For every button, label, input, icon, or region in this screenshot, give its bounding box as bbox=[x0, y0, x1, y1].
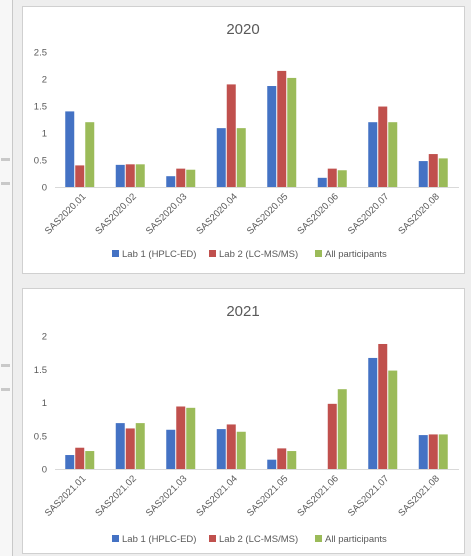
legend-entry: Lab 1 (HPLC-ED) bbox=[122, 534, 196, 545]
x-tick-label: SAS2020.01 bbox=[43, 191, 89, 237]
background-mark bbox=[1, 158, 10, 161]
chart-2020-panel[interactable]: 2020 0 0.5 1 1.5 2 2.5 SAS2020.01 SAS2020.02 SAS2… bbox=[22, 6, 465, 274]
y-tick-label: 0 bbox=[42, 183, 47, 194]
bar bbox=[438, 158, 448, 187]
bar bbox=[125, 164, 135, 187]
bar bbox=[267, 86, 277, 187]
bar bbox=[378, 343, 388, 469]
x-tick-label: SAS2021.05 bbox=[245, 473, 291, 519]
bar bbox=[287, 451, 297, 469]
x-tick-label: SAS2020.04 bbox=[194, 191, 240, 237]
bar bbox=[418, 435, 428, 469]
bar bbox=[186, 169, 196, 187]
bar bbox=[85, 451, 95, 469]
x-tick-label: SAS2021.02 bbox=[93, 473, 139, 519]
bar bbox=[135, 423, 145, 469]
bar bbox=[65, 111, 75, 187]
bar bbox=[125, 428, 135, 469]
bar bbox=[287, 77, 297, 187]
bar bbox=[236, 128, 246, 187]
legend-swatch bbox=[112, 535, 119, 542]
bar bbox=[368, 357, 378, 469]
y-tick-label: 2 bbox=[42, 75, 47, 86]
x-tick-label: SAS2021.06 bbox=[295, 473, 341, 519]
chart-2021-panel[interactable]: 2021 0 0.5 1 1.5 2 SAS2021.01 SAS2021.02 SAS2021… bbox=[22, 288, 465, 554]
x-tick-label: SAS2021.01 bbox=[43, 473, 89, 519]
x-tick-label: SAS2020.06 bbox=[295, 191, 341, 237]
x-tick-label: SAS2021.07 bbox=[346, 473, 392, 519]
bar bbox=[226, 424, 236, 469]
y-tick-label: 2 bbox=[42, 332, 47, 343]
legend-swatch bbox=[209, 250, 216, 257]
legend-entry: Lab 2 (LC-MS/MS) bbox=[219, 534, 298, 545]
y-tick-label: 1 bbox=[42, 129, 47, 140]
x-tick-label: SAS2020.05 bbox=[245, 191, 291, 237]
background-mark bbox=[1, 364, 10, 367]
y-tick-label: 0 bbox=[42, 465, 47, 476]
bar bbox=[368, 122, 378, 187]
legend-entry: Lab 1 (HPLC-ED) bbox=[122, 249, 196, 260]
x-tick-label: SAS2021.08 bbox=[396, 473, 442, 519]
x-tick-label: SAS2021.04 bbox=[194, 473, 240, 519]
bar bbox=[115, 164, 125, 187]
chart-title: 2020 bbox=[226, 21, 259, 38]
y-tick-label: 1 bbox=[42, 398, 47, 409]
y-tick-label: 2.5 bbox=[34, 48, 47, 59]
bar bbox=[115, 423, 125, 469]
y-tick-label: 1.5 bbox=[34, 365, 47, 376]
bar bbox=[277, 70, 287, 187]
bar bbox=[428, 154, 438, 187]
bar bbox=[176, 406, 186, 469]
bar bbox=[85, 122, 95, 187]
bar bbox=[388, 370, 398, 469]
bar bbox=[166, 176, 176, 187]
bar bbox=[75, 165, 85, 187]
bar bbox=[226, 84, 236, 187]
bar bbox=[337, 389, 347, 469]
legend-entry: Lab 2 (LC-MS/MS) bbox=[219, 249, 298, 260]
background-document-edge bbox=[0, 0, 13, 556]
bar bbox=[75, 447, 85, 469]
bar bbox=[418, 161, 428, 187]
y-tick-label: 0.5 bbox=[34, 431, 47, 442]
legend-entry: All participants bbox=[325, 534, 387, 545]
bar bbox=[317, 177, 327, 187]
background-mark bbox=[1, 182, 10, 185]
bar bbox=[135, 164, 145, 187]
bar bbox=[327, 168, 337, 187]
x-tick-label: SAS2020.08 bbox=[396, 191, 442, 237]
bar bbox=[438, 434, 448, 469]
bar bbox=[176, 168, 186, 187]
bar bbox=[277, 448, 287, 469]
bar bbox=[337, 170, 347, 187]
legend-entry: All participants bbox=[325, 249, 387, 260]
bar bbox=[388, 122, 398, 187]
bar bbox=[327, 403, 337, 469]
bar bbox=[216, 429, 226, 469]
x-tick-label: SAS2020.03 bbox=[144, 191, 190, 237]
y-tick-label: 0.5 bbox=[34, 156, 47, 167]
bar bbox=[65, 455, 75, 469]
bar bbox=[428, 434, 438, 469]
x-tick-label: SAS2020.02 bbox=[93, 191, 139, 237]
legend-swatch bbox=[112, 250, 119, 257]
y-tick-label: 1.5 bbox=[34, 102, 47, 113]
bar bbox=[267, 459, 277, 469]
bar bbox=[378, 106, 388, 187]
bar bbox=[236, 431, 246, 469]
background-mark bbox=[1, 388, 10, 391]
legend-swatch bbox=[315, 250, 322, 257]
x-tick-label: SAS2020.07 bbox=[346, 191, 392, 237]
chart-title: 2021 bbox=[226, 303, 259, 320]
legend-swatch bbox=[209, 535, 216, 542]
bar bbox=[186, 407, 196, 469]
legend-swatch bbox=[315, 535, 322, 542]
bar bbox=[166, 429, 176, 469]
x-tick-label: SAS2021.03 bbox=[144, 473, 190, 519]
bar bbox=[216, 128, 226, 187]
